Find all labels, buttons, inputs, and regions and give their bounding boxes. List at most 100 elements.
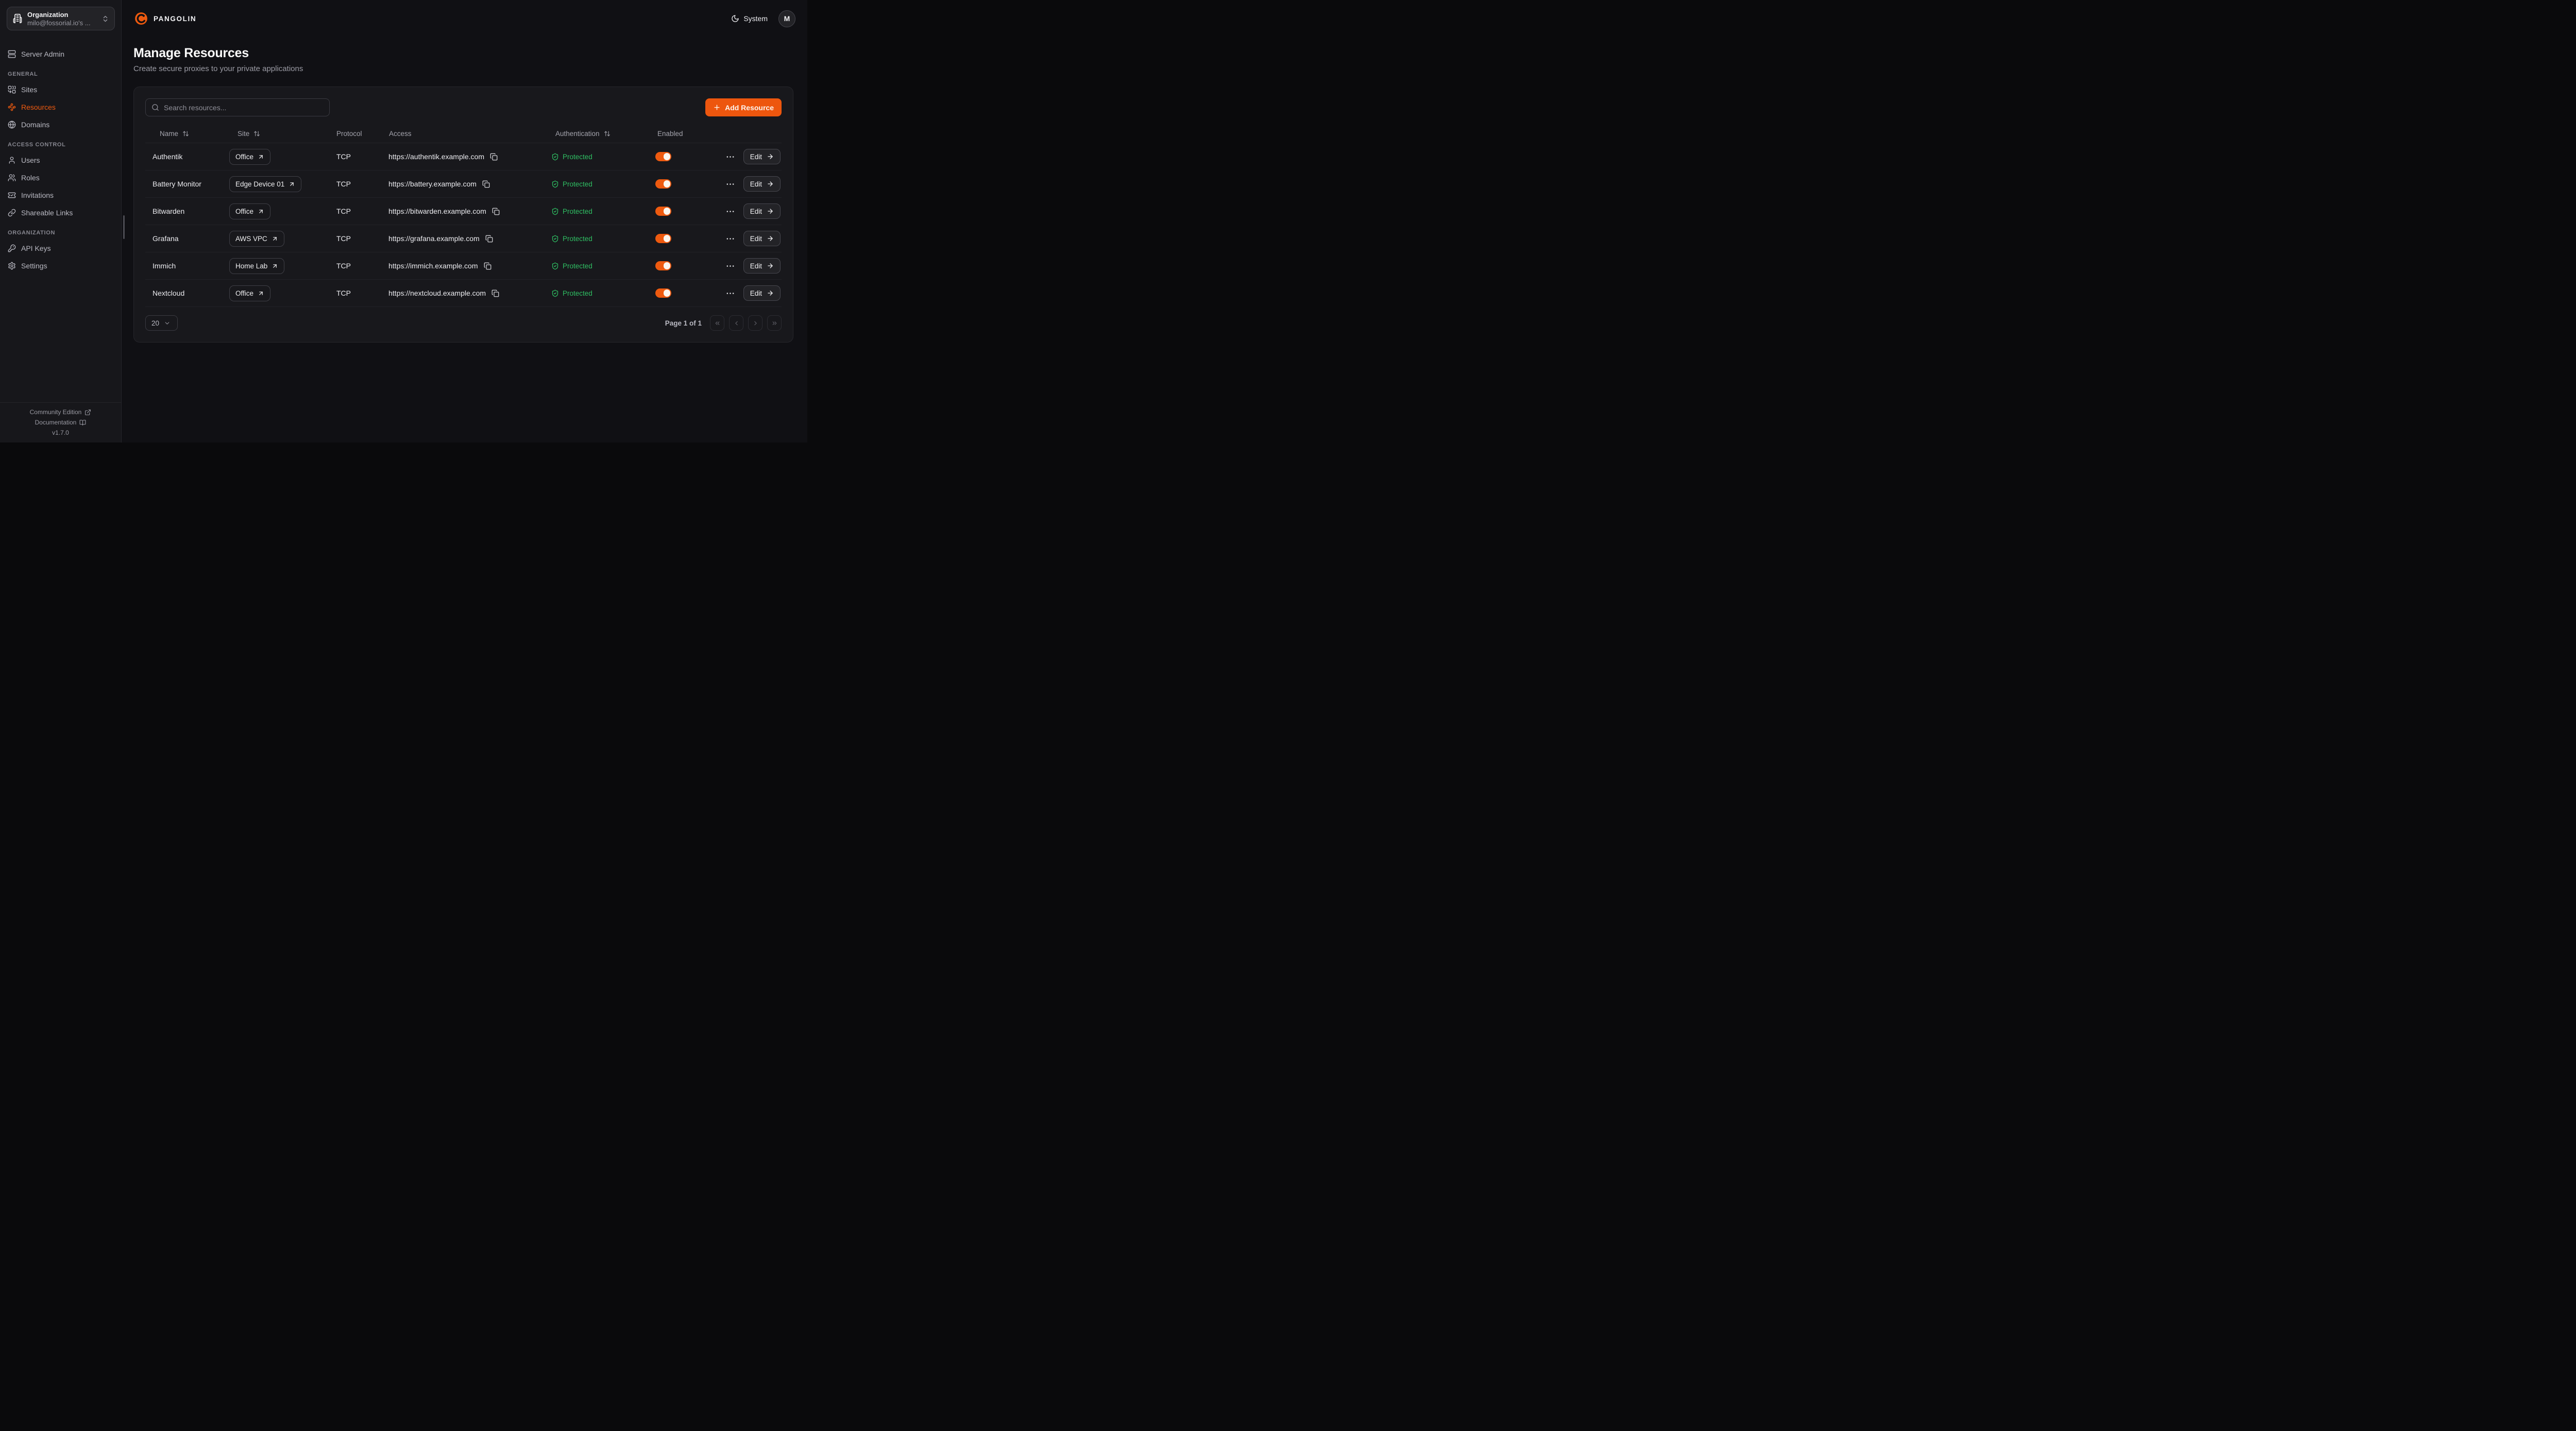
table-header-row: Name Site Protocol Access Authentication xyxy=(145,125,782,143)
toggle-knob xyxy=(663,235,670,242)
copy-icon xyxy=(485,235,493,242)
row-menu-button[interactable] xyxy=(726,234,735,243)
edit-button[interactable]: Edit xyxy=(743,203,781,219)
sidebar-item-api-keys[interactable]: API Keys xyxy=(7,241,114,255)
theme-toggle-button[interactable]: System xyxy=(731,14,768,23)
sidebar-item-invitations[interactable]: Invitations xyxy=(7,188,114,202)
chevron-down-icon xyxy=(165,321,170,325)
row-menu-button[interactable] xyxy=(726,289,735,298)
sidebar-item-label: Domains xyxy=(21,120,50,129)
auth-status-badge: Protected xyxy=(551,235,592,243)
last-page-button[interactable] xyxy=(767,315,782,331)
main-area: PANGOLIN System M Manage Resources Creat… xyxy=(122,0,807,442)
enabled-toggle[interactable] xyxy=(655,261,671,270)
sidebar-item-resources[interactable]: Resources xyxy=(7,100,114,114)
add-resource-button[interactable]: Add Resource xyxy=(705,98,782,116)
sidebar-item-settings[interactable]: Settings xyxy=(7,259,114,272)
sidebar-item-roles[interactable]: Roles xyxy=(7,171,114,184)
row-menu-button[interactable] xyxy=(726,207,735,216)
resources-card: Add Resource Name Site Protocol xyxy=(133,87,793,343)
sidebar-item-sites[interactable]: Sites xyxy=(7,82,114,96)
resource-name: Bitwarden xyxy=(152,207,185,215)
copy-url-button[interactable] xyxy=(484,262,492,270)
column-header-enabled: Enabled xyxy=(657,130,683,138)
external-link-icon xyxy=(85,409,91,415)
user-avatar[interactable]: M xyxy=(778,10,795,27)
site-link-button[interactable]: Edge Device 01 xyxy=(229,176,302,192)
resource-access-url: https://bitwarden.example.com xyxy=(388,207,486,215)
pager-buttons xyxy=(710,315,782,331)
ellipsis-icon xyxy=(726,156,734,158)
arrow-up-right-icon xyxy=(259,209,263,213)
enabled-toggle[interactable] xyxy=(655,207,671,216)
copy-url-button[interactable] xyxy=(482,180,490,188)
org-selector-value: milo@fossorial.io's ... xyxy=(27,19,91,27)
enabled-toggle[interactable] xyxy=(655,179,671,189)
site-link-button[interactable]: Office xyxy=(229,148,271,165)
sidebar-item-label: Shareable Links xyxy=(21,208,73,217)
site-link-button[interactable]: Home Lab xyxy=(229,258,285,274)
sidebar-nav: Server Admin GENERAL Sites Resources Dom… xyxy=(0,37,121,272)
site-link-button[interactable]: Office xyxy=(229,203,271,219)
row-menu-button[interactable] xyxy=(726,180,735,189)
ellipsis-icon xyxy=(726,210,734,212)
sidebar-item-users[interactable]: Users xyxy=(7,153,114,167)
page-size-select[interactable]: 20 xyxy=(145,315,178,331)
first-page-button[interactable] xyxy=(710,315,724,331)
sidebar-item-label: Server Admin xyxy=(21,49,65,58)
table-row: Immich Home Lab TCP https://immich.examp… xyxy=(145,252,782,280)
edit-button[interactable]: Edit xyxy=(743,149,781,164)
copy-icon xyxy=(490,153,498,160)
previous-page-button[interactable] xyxy=(729,315,743,331)
resource-name: Grafana xyxy=(152,234,179,243)
edit-button[interactable]: Edit xyxy=(743,176,781,192)
sidebar: Organization milo@fossorial.io's ... Ser… xyxy=(0,0,122,442)
next-page-button[interactable] xyxy=(748,315,762,331)
edit-button[interactable]: Edit xyxy=(743,258,781,274)
theme-label: System xyxy=(743,14,768,23)
resources-table: Name Site Protocol Access Authentication xyxy=(145,125,782,307)
row-menu-button[interactable] xyxy=(726,152,735,161)
column-header-site[interactable]: Site xyxy=(229,130,329,138)
org-selector[interactable]: Organization milo@fossorial.io's ... xyxy=(7,7,115,30)
table-row: Bitwarden Office TCP https://bitwarden.e… xyxy=(145,198,782,225)
documentation-link[interactable]: Documentation xyxy=(35,419,87,426)
auth-status-badge: Protected xyxy=(551,289,592,297)
toggle-knob xyxy=(663,289,670,297)
column-header-protocol: Protocol xyxy=(336,130,362,138)
sidebar-section-general: GENERAL xyxy=(8,71,38,77)
sidebar-resize-handle[interactable] xyxy=(123,215,125,239)
edit-button[interactable]: Edit xyxy=(743,285,781,301)
column-header-name[interactable]: Name xyxy=(145,130,229,138)
enabled-toggle[interactable] xyxy=(655,288,671,298)
search-input[interactable] xyxy=(164,103,324,112)
pangolin-logo-icon xyxy=(135,12,147,25)
key-icon xyxy=(8,244,16,252)
sidebar-section-access-control: ACCESS CONTROL xyxy=(8,142,66,148)
arrow-up-right-icon xyxy=(259,155,263,159)
gear-icon xyxy=(8,262,15,269)
sidebar-item-domains[interactable]: Domains xyxy=(7,117,114,131)
enabled-toggle[interactable] xyxy=(655,234,671,243)
copy-url-button[interactable] xyxy=(492,289,499,297)
sidebar-item-label: Sites xyxy=(21,85,38,94)
enabled-toggle[interactable] xyxy=(655,152,671,161)
toggle-knob xyxy=(663,208,670,215)
sidebar-footer: Community Edition Documentation v1.7.0 xyxy=(0,402,121,442)
chevron-right-icon xyxy=(754,321,757,325)
community-edition-link[interactable]: Community Edition xyxy=(30,408,92,416)
sidebar-item-server-admin[interactable]: Server Admin xyxy=(7,47,114,61)
copy-url-button[interactable] xyxy=(490,153,498,161)
site-link-button[interactable]: AWS VPC xyxy=(229,230,284,247)
copy-url-button[interactable] xyxy=(492,208,500,215)
copy-url-button[interactable] xyxy=(485,235,493,243)
copy-icon xyxy=(484,262,491,269)
arrow-up-right-icon xyxy=(290,182,294,186)
auth-status-badge: Protected xyxy=(551,208,592,215)
column-header-authentication[interactable]: Authentication xyxy=(547,130,651,138)
row-menu-button[interactable] xyxy=(726,262,735,270)
sidebar-item-label: Resources xyxy=(21,103,56,111)
site-link-button[interactable]: Office xyxy=(229,285,271,301)
edit-button[interactable]: Edit xyxy=(743,231,781,246)
sidebar-item-shareable-links[interactable]: Shareable Links xyxy=(7,206,114,219)
